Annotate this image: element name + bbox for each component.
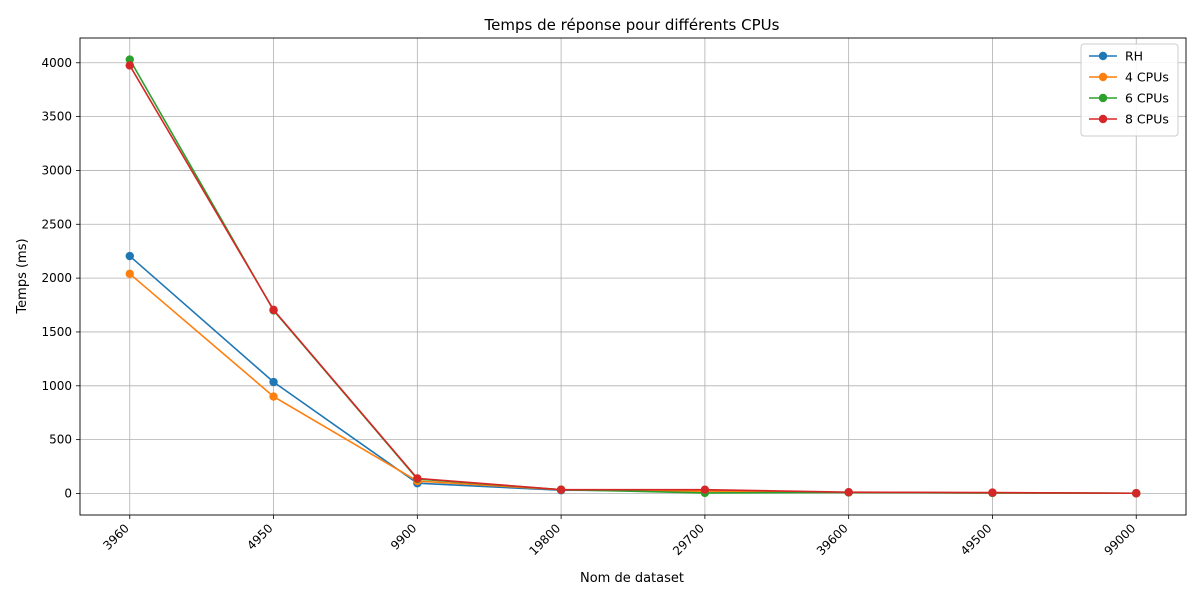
- data-point: [269, 392, 278, 401]
- series-line: [129, 65, 1137, 495]
- data-point: [413, 474, 422, 483]
- plot-frame: [79, 37, 1187, 516]
- legend-label: 4 CPUs: [1125, 70, 1169, 85]
- data-point: [988, 488, 997, 497]
- data-point: [125, 251, 134, 261]
- data-point: [269, 377, 278, 387]
- y-tick-label: 1500: [41, 325, 72, 339]
- legend: RH 4 CPUs 6 CPUs 8 CPUs: [1080, 43, 1179, 137]
- y-tick-label: 2000: [41, 271, 72, 285]
- y-tick-label: 3000: [41, 163, 72, 177]
- y-axis-label: Temps (ms): [15, 238, 30, 314]
- y-tick-label: 0: [64, 486, 72, 500]
- legend-marker: [1098, 93, 1108, 103]
- y-tick-label: 2500: [41, 217, 72, 231]
- series-8-cpus: [125, 61, 1141, 498]
- y-tick-label: 4000: [41, 56, 72, 70]
- data-point: [125, 55, 134, 64]
- legend-entry: 4 CPUs: [1089, 70, 1169, 85]
- legend-marker: [1098, 114, 1108, 124]
- chart-title: Temps de réponse pour différents CPUs: [484, 16, 780, 34]
- data-point: [844, 487, 853, 497]
- legend-entry: 8 CPUs: [1089, 112, 1169, 127]
- axis-labels: Temps de réponse pour différents CPUs No…: [15, 16, 780, 586]
- y-tick-label: 500: [49, 433, 72, 447]
- legend-marker: [1098, 72, 1108, 82]
- y-tick-label: 1000: [41, 379, 72, 393]
- legend-label: RH: [1125, 49, 1143, 64]
- legend-label: 6 CPUs: [1125, 91, 1169, 106]
- legend-entry: RH: [1089, 49, 1143, 64]
- series-group: [125, 55, 1141, 498]
- legend-box: [1080, 43, 1179, 137]
- legend-entry: 6 CPUs: [1089, 91, 1169, 106]
- legend-label: 8 CPUs: [1125, 112, 1169, 127]
- data-point: [556, 485, 566, 494]
- y-tick-label: 3500: [41, 110, 72, 124]
- legend-marker: [1098, 51, 1108, 61]
- data-point: [125, 61, 134, 70]
- data-point: [125, 269, 134, 279]
- x-axis-label: Nom de dataset: [580, 571, 684, 586]
- data-point: [1132, 489, 1141, 498]
- data-point: [269, 305, 278, 315]
- data-point: [700, 485, 710, 494]
